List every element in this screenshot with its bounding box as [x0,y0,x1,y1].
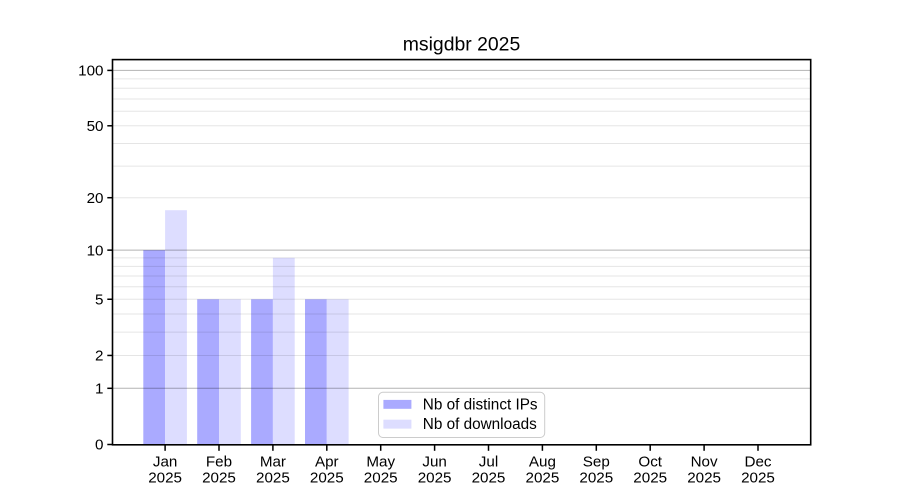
svg-text:msigdbr 2025: msigdbr 2025 [403,34,521,56]
svg-text:10: 10 [87,242,104,259]
svg-text:100: 100 [78,63,103,80]
svg-text:Oct: Oct [638,454,662,471]
svg-text:2025: 2025 [633,469,667,486]
svg-text:20: 20 [87,190,104,207]
svg-text:2: 2 [95,348,103,365]
svg-text:Apr: Apr [315,454,339,471]
svg-text:2025: 2025 [202,469,236,486]
svg-text:2025: 2025 [364,469,398,486]
svg-text:Aug: Aug [529,454,556,471]
svg-text:2025: 2025 [148,469,182,486]
svg-text:Dec: Dec [744,454,771,471]
svg-text:Mar: Mar [260,454,286,471]
svg-text:50: 50 [87,118,104,135]
svg-text:Jun: Jun [422,454,447,471]
svg-text:May: May [366,454,395,471]
svg-text:5: 5 [95,291,103,308]
svg-text:2025: 2025 [526,469,560,486]
svg-text:0: 0 [95,437,103,454]
svg-text:Sep: Sep [583,454,610,471]
svg-text:2025: 2025 [472,469,506,486]
svg-text:2025: 2025 [579,469,613,486]
svg-text:Nb of distinct IPs: Nb of distinct IPs [423,396,538,413]
svg-text:2025: 2025 [741,469,775,486]
svg-text:Nb of downloads: Nb of downloads [423,416,537,433]
svg-text:2025: 2025 [418,469,452,486]
svg-text:2025: 2025 [256,469,290,486]
svg-text:Jul: Jul [479,454,498,471]
svg-text:Nov: Nov [691,454,718,471]
svg-text:2025: 2025 [310,469,344,486]
svg-text:Jan: Jan [153,454,178,471]
svg-text:1: 1 [95,381,103,398]
svg-text:2025: 2025 [687,469,721,486]
svg-text:Feb: Feb [206,454,232,471]
